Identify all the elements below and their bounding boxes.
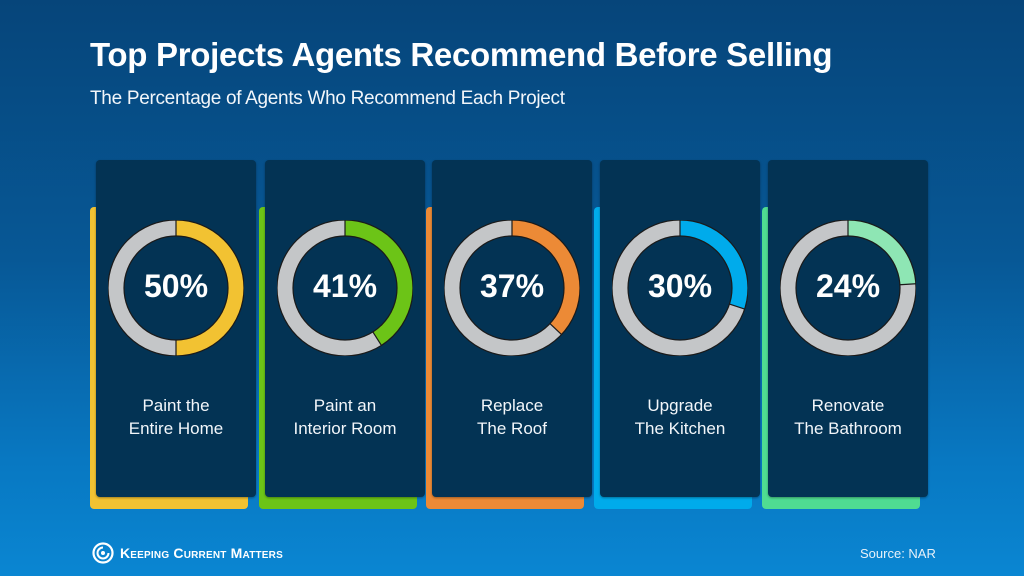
percentage-value: 24% [815,268,881,304]
project-label-line2: Interior Room [293,419,397,438]
project-label-line2: The Bathroom [794,419,902,438]
page-title: Top Projects Agents Recommend Before Sel… [90,36,833,73]
project-label-line1: Paint the [142,396,210,415]
card-panel: 30% Upgrade The Kitchen [600,160,760,497]
donut-chart [277,220,413,356]
page-subtitle: The Percentage of Agents Who Recommend E… [90,88,565,109]
project-label-line2: The Kitchen [634,419,726,438]
project-label: Renovate The Bathroom [768,394,928,440]
donut-chart [612,220,748,356]
project-label-line1: Renovate [811,396,885,415]
card-panel: 24% Renovate The Bathroom [768,160,928,497]
percentage-value: 41% [312,268,378,304]
project-label-line1: Replace [480,396,544,415]
percentage-value: 37% [479,268,545,304]
project-label-line1: Paint an [313,396,377,415]
project-label: Replace The Roof [432,394,592,440]
project-card: 30% Upgrade The Kitchen [594,160,762,510]
percentage-value: 30% [647,268,713,304]
project-label: Upgrade The Kitchen [600,394,760,440]
donut-chart [108,220,244,356]
project-card: 37% Replace The Roof [426,160,594,510]
project-label: Paint an Interior Room [265,394,425,440]
card-panel: 37% Replace The Roof [432,160,592,497]
project-card: 41% Paint an Interior Room [259,160,427,510]
percentage-value: 50% [143,268,209,304]
brand-logo: Keeping Current Matters [92,542,283,564]
card-panel: 41% Paint an Interior Room [265,160,425,497]
project-label-line2: Entire Home [128,419,224,438]
project-card: 50% Paint the Entire Home [90,160,258,510]
project-label-line2: The Roof [477,419,547,438]
source-note: Source: NAR [860,546,936,561]
project-label: Paint the Entire Home [96,394,256,440]
card-panel: 50% Paint the Entire Home [96,160,256,497]
project-card: 24% Renovate The Bathroom [762,160,930,510]
project-label-line1: Upgrade [647,396,713,415]
brand-name: Keeping Current Matters [120,545,283,561]
donut-chart [780,220,916,356]
swirl-logo-icon [92,542,114,564]
donut-chart [444,220,580,356]
